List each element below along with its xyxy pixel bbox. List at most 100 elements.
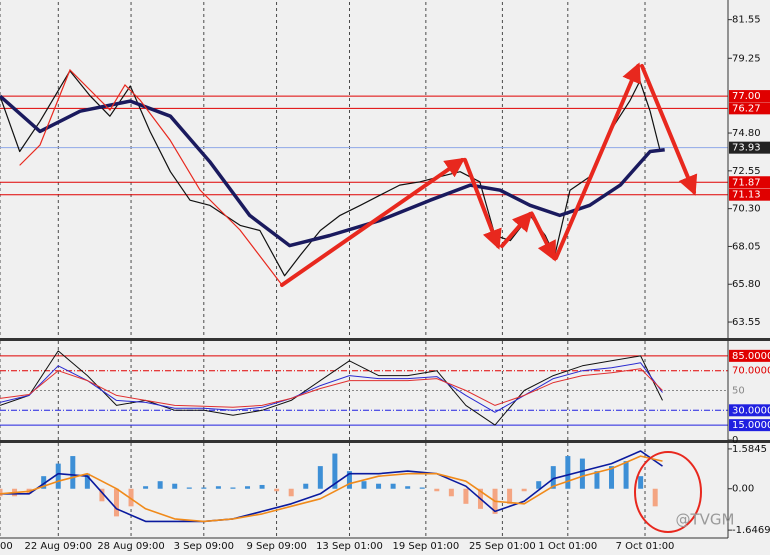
y-tick-label: 81.55 <box>732 15 761 26</box>
plot-area <box>0 2 770 538</box>
level-label-box <box>729 90 770 103</box>
histogram-bar <box>376 483 382 489</box>
y-tick-label: 50 <box>732 386 745 397</box>
histogram-bar <box>259 484 265 489</box>
level-label-box <box>729 404 770 417</box>
histogram-bar <box>346 471 352 489</box>
histogram-bar <box>638 476 644 489</box>
y-tick-label: 70.30 <box>732 204 761 215</box>
arrow <box>280 157 466 287</box>
histogram-bar <box>186 487 192 489</box>
histogram-bar <box>579 458 585 489</box>
histogram-bar <box>303 483 309 489</box>
y-tick-label: 72.55 <box>732 166 761 177</box>
histogram-bar <box>623 461 629 489</box>
y-tick-label: 0 <box>732 435 738 446</box>
highlight-circle <box>634 451 702 533</box>
y-tick-label: 70.0000 <box>732 366 770 377</box>
histogram-bar <box>405 486 411 489</box>
histogram-bar <box>288 488 294 497</box>
x-tick-label: 3 Sep 09:00 <box>174 541 234 552</box>
level-label-box <box>729 419 770 432</box>
histogram-bar <box>361 481 367 489</box>
x-tick-label: 19 Sep 01:00 <box>393 541 460 552</box>
histogram-bar <box>70 456 76 489</box>
series-line <box>0 94 665 248</box>
level-label-box <box>729 188 770 201</box>
x-tick-label: 25 Sep 01:00 <box>469 541 536 552</box>
histogram-bar <box>507 488 513 504</box>
zigzag-line <box>19 68 283 286</box>
series-line <box>0 362 663 413</box>
histogram-bar <box>419 487 425 489</box>
histogram-bar <box>463 488 469 504</box>
level-label-box <box>729 176 770 189</box>
histogram-bar <box>609 466 615 489</box>
x-tick-label: 22 Aug 09:00 <box>25 541 92 552</box>
series-line <box>0 70 661 277</box>
arrow <box>500 210 533 248</box>
arrow <box>463 158 502 250</box>
level-label: 15.0000 <box>732 420 770 431</box>
y-tick-label: 0.00 <box>732 484 754 495</box>
histogram-bar <box>536 481 542 489</box>
y-tick-label: 65.80 <box>732 279 761 290</box>
y-tick-label: -1.6469 <box>732 525 770 536</box>
histogram-bar <box>594 471 600 489</box>
histogram-bar <box>201 487 207 489</box>
histogram-bar <box>434 488 440 492</box>
histogram-bar <box>274 488 280 492</box>
series-line <box>0 450 663 523</box>
series-line <box>0 368 663 408</box>
series-line <box>0 350 663 426</box>
histogram-bar <box>0 488 3 497</box>
y-tick-label: 63.55 <box>732 317 761 328</box>
histogram-bar <box>317 466 323 489</box>
y-tick-label: 74.80 <box>732 128 761 139</box>
arrow <box>640 64 698 196</box>
histogram-bar <box>84 473 90 489</box>
histogram-bar <box>55 463 61 489</box>
level-label: 30.0000 <box>732 405 770 416</box>
histogram-bar <box>128 488 134 507</box>
level-label: 71.13 <box>732 190 761 201</box>
histogram-bar <box>157 481 163 489</box>
histogram-bar <box>113 488 119 517</box>
histogram-bar <box>521 488 527 492</box>
watermark: @TVGM <box>676 511 735 529</box>
histogram-bar <box>245 486 251 489</box>
y-tick-label: 1.5845 <box>732 444 767 455</box>
x-tick-label: 9 Sep 09:00 <box>246 541 306 552</box>
histogram-bar <box>652 488 658 507</box>
arrow <box>554 62 641 260</box>
histogram-bar <box>143 486 149 489</box>
y-tick-label: 68.05 <box>732 241 761 252</box>
x-tick-label: 13 Sep 01:00 <box>316 541 383 552</box>
level-label-box <box>729 349 770 362</box>
histogram-bar <box>565 456 571 489</box>
histogram-bar <box>550 466 556 489</box>
histogram-bar <box>448 488 454 497</box>
x-tick-label: 7 Oct 01:00 <box>616 541 675 552</box>
level-label: 77.00 <box>732 91 761 102</box>
arrow <box>530 212 556 262</box>
histogram-bar <box>99 488 105 502</box>
panel-separator <box>0 440 770 443</box>
x-tick-label: 00 <box>0 541 13 552</box>
panel-separator <box>0 338 770 341</box>
level-label: 76.27 <box>732 103 761 114</box>
level-label-box <box>729 141 770 154</box>
y-tick-label: 79.25 <box>732 53 761 64</box>
annotation-arrows <box>19 62 698 287</box>
histogram-bar <box>230 487 236 489</box>
histogram-bar <box>41 476 47 489</box>
histogram-bar <box>332 453 338 489</box>
level-label-box <box>729 102 770 115</box>
histogram-bar <box>215 486 221 489</box>
histogram-bar <box>172 483 178 489</box>
x-tick-label: 1 Oct 01:00 <box>538 541 597 552</box>
level-label: 73.93 <box>732 143 761 154</box>
histogram-bar <box>390 483 396 489</box>
